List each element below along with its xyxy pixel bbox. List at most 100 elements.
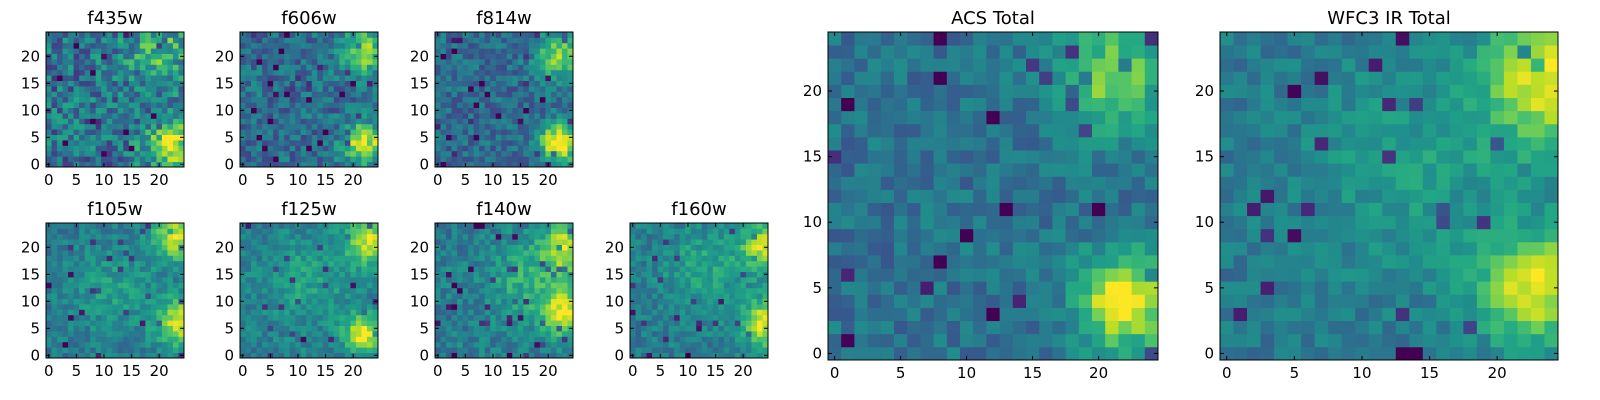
heatmap-cell [451,91,458,98]
heatmap-cell [300,255,307,262]
heatmap-cell [473,156,480,162]
heatmap-cell [501,277,508,283]
heatmap-cell [300,102,307,108]
heatmap-cell [328,266,335,272]
heatmap-cell [262,69,268,76]
heatmap-cell [468,228,475,235]
heatmap-cell [446,255,452,262]
heatmap-cell [284,102,291,108]
y-tick-label: 15 [215,265,234,283]
heatmap-cell [468,233,475,240]
heatmap-cell [366,287,373,294]
heatmap-cell [106,156,113,162]
heatmap-cell [128,320,135,326]
heatmap-cell [1078,294,1093,308]
heatmap-cell [134,331,141,337]
heatmap-cell [295,48,302,54]
heatmap-cell [534,228,541,235]
heatmap-cell [473,80,480,87]
heatmap-cell [473,91,480,98]
heatmap-cell [701,233,708,240]
heatmap-cell [550,96,557,103]
heatmap-cell [267,134,274,141]
heatmap-cell [289,277,296,283]
heatmap-cell [156,347,163,353]
heatmap-cell [278,287,285,294]
heatmap-cell [240,113,246,119]
heatmap-cell [718,282,725,289]
heatmap-cell [355,118,362,125]
heatmap-cell [567,341,574,348]
heatmap-cell [495,314,502,321]
heatmap-cell [84,80,91,87]
heatmap-cell [372,156,379,162]
heatmap-cell [451,239,458,245]
heatmap-cell [495,64,502,71]
heatmap-cell [284,69,291,76]
heatmap-cell [663,223,670,229]
heatmap-cell [317,304,324,310]
heatmap-cell [1078,176,1093,190]
heatmap-cell [635,260,642,267]
heatmap-cell [262,91,268,98]
heatmap-cell [150,239,157,245]
heatmap-cell [46,150,52,157]
heatmap-cell [333,32,340,38]
heatmap-cell [1065,255,1080,269]
heatmap-cell [240,320,246,326]
heatmap-cell [167,341,174,348]
heatmap-cell [701,260,708,267]
heatmap-cell [457,228,463,235]
heatmap-cell [322,309,329,316]
heatmap-cell [495,293,502,299]
heatmap-cell [128,341,135,348]
heatmap-cell [79,91,86,98]
heatmap-cell [372,91,379,98]
heatmap-cell [128,134,135,141]
heatmap-cell [51,96,58,103]
heatmap-cell [479,325,486,332]
heatmap-cell [366,96,373,103]
heatmap-cell [567,113,574,119]
heatmap-cell [652,239,658,245]
heatmap-cell [663,336,670,343]
heatmap-cell [501,145,508,152]
heatmap-cell [167,260,174,267]
heatmap-cell [517,150,524,157]
heatmap-cell [517,255,524,262]
heatmap-cell [361,80,368,87]
heatmap-cell [361,37,368,44]
heatmap-cell [880,163,895,177]
heatmap-cell [145,91,152,98]
heatmap-cell [117,266,124,272]
heatmap-cell [112,80,119,87]
heatmap-cell [894,281,908,295]
heatmap-cell [251,107,257,114]
heatmap-cell [139,80,146,87]
heatmap-cell [462,250,469,256]
heatmap-cell [567,86,574,92]
heatmap-cell [311,266,318,272]
heatmap-cell [355,293,362,299]
heatmap-cell [167,37,174,44]
heatmap-cell [51,309,58,316]
heatmap-cell [1105,163,1119,177]
heatmap-cell [355,271,362,278]
heatmap-cell [300,228,307,235]
heatmap-cell [167,255,174,262]
heatmap-cell [630,260,636,267]
heatmap-cell [440,325,447,332]
heatmap-cell [339,32,346,38]
heatmap-cell [262,118,268,125]
heatmap-cell [479,123,486,130]
heatmap-cell [712,304,719,310]
heatmap-cell [333,336,340,343]
heatmap-cell [550,102,557,108]
heatmap-cell [273,347,280,353]
heatmap-cell [134,304,141,310]
heatmap-cell [328,118,335,125]
heatmap-cell [361,260,368,267]
heatmap-cell [729,255,736,262]
heatmap-cell [256,129,263,135]
heatmap-cell [523,271,530,278]
